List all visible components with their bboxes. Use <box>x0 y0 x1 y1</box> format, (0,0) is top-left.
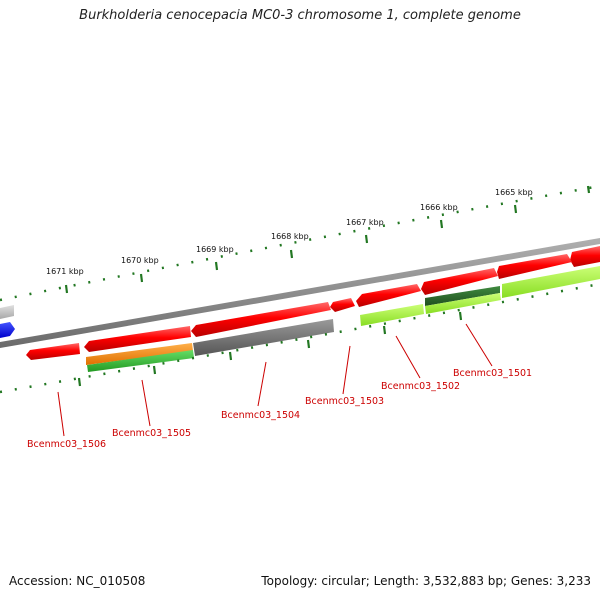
gene-arrow-forward-8 <box>26 343 80 360</box>
genome-backbone <box>0 238 600 348</box>
kbp-major-ticks <box>64 185 591 294</box>
kbp-label-1668: 1668 kbp <box>271 232 309 241</box>
kbp-label-1666: 1666 kbp <box>420 203 458 212</box>
map-title: Burkholderia cenocepacia MC0-3 chromosom… <box>79 8 521 23</box>
kbp-label-1669: 1669 kbp <box>196 245 234 254</box>
genome-summary-text: Topology: circular; Length: 3,532,883 bp… <box>261 574 591 588</box>
feature-blue-left-edge <box>0 322 15 338</box>
gene-label-1504[interactable]: Bcenmc03_1504 <box>221 410 300 421</box>
kbp-label-1671: 1671 kbp <box>46 267 84 276</box>
feature-grey-1504 <box>193 319 334 356</box>
feature-green-1505 <box>87 350 194 372</box>
kbp-label-1667: 1667 kbp <box>346 218 384 227</box>
accession-text: Accession: NC_010508 <box>9 574 146 588</box>
feature-lime-right <box>502 266 600 298</box>
gene-arrow-forward-1 <box>570 246 600 267</box>
kbp-tick-ring-outer <box>0 184 600 302</box>
feature-lime-1502 <box>360 304 424 326</box>
gene-arrow-forward-2 <box>497 254 572 279</box>
feature-layer-2 <box>86 266 600 372</box>
gene-arrow-forward-4 <box>356 284 421 307</box>
gene-label-1503[interactable]: Bcenmc03_1503 <box>305 396 384 407</box>
forward-strand-genes <box>26 246 600 360</box>
kbp-label-1670: 1670 kbp <box>121 256 159 265</box>
feature-orange-1505 <box>86 343 193 365</box>
feature-darkgreen-1501 <box>425 286 500 306</box>
feature-lime-1501 <box>425 293 501 314</box>
gene-arrow-forward-5 <box>330 298 355 312</box>
gene-arrow-forward-7 <box>84 326 191 352</box>
gene-arrow-forward-6 <box>191 302 331 337</box>
gene-label-1506[interactable]: Bcenmc03_1506 <box>27 439 106 450</box>
feature-grey-left-edge <box>0 305 14 319</box>
gene-label-1502[interactable]: Bcenmc03_1502 <box>381 381 460 392</box>
gene-label-1505[interactable]: Bcenmc03_1505 <box>112 428 191 439</box>
gene-label-leaders <box>57 323 493 437</box>
gene-arrow-forward-3 <box>421 268 498 295</box>
gene-label-1501[interactable]: Bcenmc03_1501 <box>453 368 532 379</box>
kbp-label-1665: 1665 kbp <box>495 188 533 197</box>
kbp-inner-major-ticks <box>77 311 463 387</box>
